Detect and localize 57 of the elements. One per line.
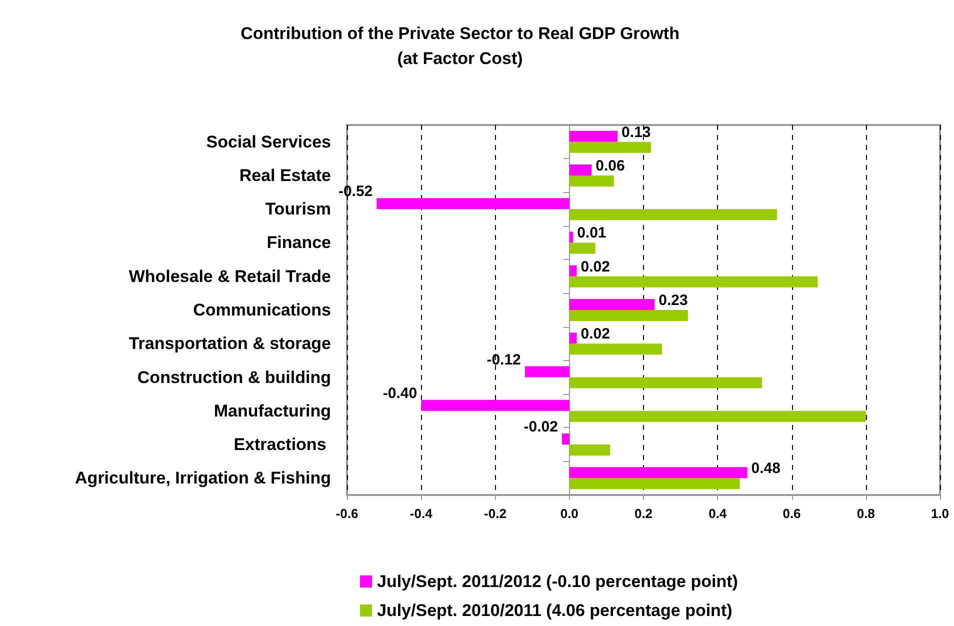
bar	[569, 478, 740, 490]
data-label: -0.52	[338, 183, 373, 200]
bar	[569, 242, 596, 254]
bar	[569, 164, 592, 176]
bar	[569, 410, 866, 422]
x-tick-label: 0.0	[560, 506, 578, 521]
y-tick-label: Tourism	[265, 200, 331, 219]
y-tick-label: Real Estate	[239, 166, 331, 185]
data-label: -0.40	[382, 384, 418, 402]
bar	[376, 198, 570, 210]
bar	[569, 444, 610, 456]
bar	[569, 265, 577, 276]
bar	[569, 209, 777, 220]
data-label: 0.01	[577, 224, 606, 242]
x-tick-label: 0.6	[782, 506, 801, 521]
bar	[569, 142, 651, 153]
data-label: 0.48	[751, 460, 780, 478]
y-tick-label: Manufacturing	[214, 401, 331, 420]
x-tick-label: 0.8	[856, 506, 875, 521]
bar	[524, 366, 570, 378]
data-label: -0.02	[524, 418, 558, 436]
bar	[569, 232, 574, 243]
x-tick-label: 1.0	[930, 506, 950, 521]
data-label: 0.06	[596, 157, 625, 174]
bar	[421, 400, 570, 411]
data-label: 0.02	[580, 258, 610, 276]
chart-title: Contribution of the Private Sector to Real GDP Growth	[240, 24, 680, 43]
bar	[569, 310, 688, 321]
bar	[569, 130, 618, 142]
legend-label: July/Sept. 2011/2012 (-0.10 percentage point)	[377, 572, 738, 591]
y-tick-label: Agriculture, Irrigation & Fishing	[75, 468, 331, 488]
y-tick-label: Social Services	[206, 132, 331, 152]
bar	[569, 332, 577, 344]
y-tick-label: Transportation & storage	[128, 334, 331, 354]
data-label: 0.13	[622, 124, 651, 141]
y-tick-label: Extractions	[234, 435, 331, 454]
x-tick-label: 0.4	[708, 506, 728, 521]
data-label: 0.23	[658, 292, 688, 309]
y-tick-label: Construction & building	[137, 368, 331, 387]
x-tick-label: -0.2	[484, 506, 506, 521]
bar	[569, 467, 748, 478]
chart-subtitle: (at Factor Cost)	[397, 49, 523, 68]
y-tick-label: Communications	[193, 300, 331, 320]
x-tick-label: 0.2	[634, 506, 653, 521]
x-tick-label: -0.6	[336, 506, 358, 521]
bar	[569, 299, 655, 310]
bar	[562, 434, 570, 445]
bar	[569, 276, 818, 288]
y-tick-label: Finance	[266, 233, 331, 252]
bar	[569, 175, 614, 186]
data-label: -0.12	[486, 351, 521, 368]
legend-label: July/Sept. 2010/2011 (4.06 percentage point)	[377, 601, 732, 620]
data-label: 0.02	[580, 326, 610, 343]
bar	[569, 344, 662, 355]
y-tick-label: Wholesale & Retail Trade	[128, 266, 331, 286]
x-tick-label: -0.4	[410, 506, 434, 521]
bar	[569, 377, 762, 388]
